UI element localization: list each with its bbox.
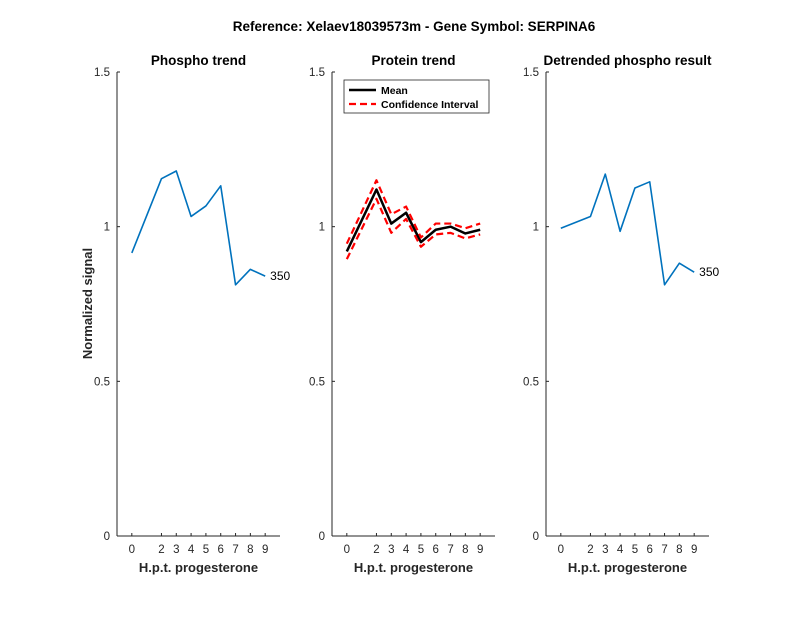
x-tick-label: 8 xyxy=(462,544,468,556)
x-tick-label: 4 xyxy=(617,544,624,556)
series-confidence-interval xyxy=(345,179,481,245)
x-tick-label: 3 xyxy=(173,544,179,556)
series-end-label: 350 xyxy=(699,265,719,279)
x-tick-label: 9 xyxy=(691,544,697,556)
panel-title: Phospho trend xyxy=(151,53,246,68)
x-tick-label: 2 xyxy=(587,544,593,556)
x-tick-label: 5 xyxy=(203,544,209,556)
series-line-0 xyxy=(131,170,266,286)
x-axis-label: H.p.t. progesterone xyxy=(568,560,687,575)
x-tick-label: 0 xyxy=(129,544,135,556)
x-tick-label: 4 xyxy=(403,544,410,556)
legend-box xyxy=(343,79,490,114)
x-tick-label: 7 xyxy=(661,544,667,556)
y-tick-label: 1 xyxy=(319,222,325,234)
x-tick-label: 5 xyxy=(418,544,424,556)
panel-title: Protein trend xyxy=(371,53,455,68)
y-tick-label: 0.5 xyxy=(94,376,110,388)
x-tick-label: 2 xyxy=(158,544,164,556)
series-line-2 xyxy=(345,197,481,260)
x-tick-label: 7 xyxy=(232,544,238,556)
y-axis-label: Normalized signal xyxy=(80,248,95,359)
y-tick-label: 0 xyxy=(104,531,110,543)
y-tick-label: 0.5 xyxy=(309,376,325,388)
y-tick-label: 1.5 xyxy=(523,67,539,79)
y-tick-label: 1.5 xyxy=(94,67,110,79)
legend-entry-label: Mean xyxy=(381,85,408,97)
x-tick-label: 2 xyxy=(373,544,379,556)
x-axis-label: H.p.t. progesterone xyxy=(139,560,258,575)
x-tick-label: 6 xyxy=(647,544,653,556)
x-tick-label: 6 xyxy=(218,544,224,556)
legend-entry-label: Confidence Interval xyxy=(381,99,479,111)
series-line-0 xyxy=(560,173,695,286)
y-tick-label: 1 xyxy=(533,222,539,234)
x-tick-label: 0 xyxy=(558,544,564,556)
x-tick-label: 9 xyxy=(477,544,483,556)
x-tick-label: 9 xyxy=(262,544,268,556)
x-tick-label: 8 xyxy=(676,544,682,556)
y-tick-label: 0 xyxy=(533,531,539,543)
y-tick-label: 0.5 xyxy=(523,376,539,388)
legend: Mean Confidence Interval xyxy=(343,79,490,114)
y-tick-label: 1 xyxy=(104,222,110,234)
panel-detrended-phospho-result: Detrended phospho result H.p.t. progeste… xyxy=(523,53,720,575)
x-tick-label: 3 xyxy=(602,544,608,556)
series-end-label: 350 xyxy=(270,269,290,283)
series-mean xyxy=(345,188,481,252)
panel-title: Detrended phospho result xyxy=(543,53,712,68)
x-tick-label: 7 xyxy=(447,544,453,556)
x-axis-label: H.p.t. progesterone xyxy=(354,560,473,575)
y-tick-label: 1.5 xyxy=(309,67,325,79)
panel-phospho-trend: Phospho trend H.p.t. progesterone 0 0.5 1 1… xyxy=(94,53,291,575)
x-tick-label: 6 xyxy=(433,544,439,556)
x-tick-label: 0 xyxy=(344,544,350,556)
x-tick-label: 4 xyxy=(188,544,195,556)
panel-protein-trend: Protein trend H.p.t. progesterone 0 0.5 1 1… xyxy=(309,53,495,575)
y-tick-label: 0 xyxy=(319,531,325,543)
figure-suptitle: Reference: Xelaev18039573m - Gene Symbol… xyxy=(233,19,596,34)
x-tick-label: 8 xyxy=(247,544,253,556)
x-tick-label: 3 xyxy=(388,544,394,556)
x-tick-label: 5 xyxy=(632,544,638,556)
